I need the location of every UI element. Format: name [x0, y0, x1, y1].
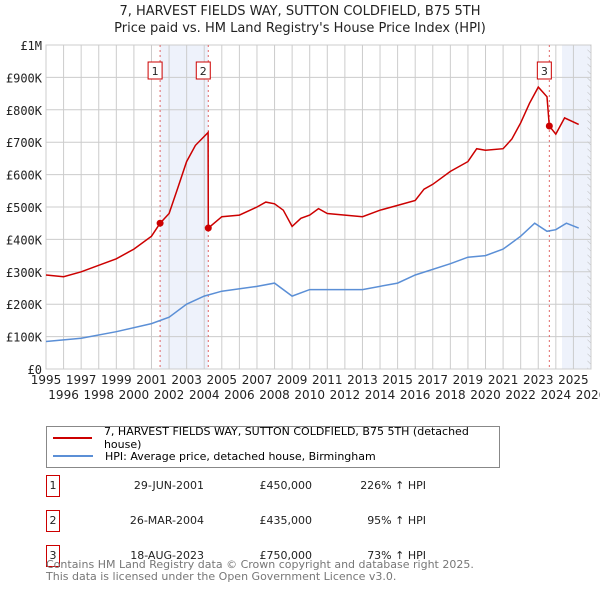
x-tick-label: 2022	[505, 388, 536, 402]
x-tick-label: 2017	[418, 373, 449, 387]
x-tick-label: 1996	[48, 388, 79, 402]
x-tick-label: 2007	[242, 373, 273, 387]
sale-date: 29-JUN-2001	[133, 479, 204, 492]
y-tick-label: £700K	[6, 136, 43, 150]
footer: Contains HM Land Registry data © Crown c…	[46, 559, 474, 583]
sale-label-box	[195, 61, 211, 80]
x-tick-label: 1998	[83, 388, 114, 402]
legend-swatch	[53, 437, 92, 439]
sale-label: 2	[200, 65, 207, 78]
x-tick-label: 2016	[400, 388, 431, 402]
x-tick-label: 2003	[171, 373, 202, 387]
x-tick-label: 2012	[330, 388, 361, 402]
x-tick-label: 2009	[277, 373, 308, 387]
sale-price: £450,000	[259, 479, 313, 492]
x-tick-label: 2004	[189, 388, 220, 402]
x-tick-label: 2002	[154, 388, 185, 402]
y-tick-label: £100K	[6, 331, 43, 345]
sale-number: 3	[46, 545, 60, 567]
x-tick-label: 2010	[294, 388, 325, 402]
legend-item-property: 7, HARVEST FIELDS WAY, SUTTON COLDFIELD,…	[53, 425, 499, 451]
sale-price: £435,000	[259, 514, 313, 527]
legend: 7, HARVEST FIELDS WAY, SUTTON COLDFIELD,…	[46, 425, 500, 468]
sale-point	[545, 122, 553, 130]
series-line	[45, 85, 580, 278]
sale-row: 3 18-AUG-2023 £750,000 73% ↑ HPI	[46, 545, 546, 567]
y-tick-label: £600K	[6, 169, 43, 183]
sale-number: 1	[46, 475, 60, 497]
x-tick-label: 2006	[224, 388, 255, 402]
x-tick-label: 1997	[66, 373, 97, 387]
sale-label-box	[536, 61, 552, 80]
sale-date: 26-MAR-2004	[129, 514, 204, 527]
y-tick-label: £800K	[6, 104, 43, 118]
x-tick-label: 2019	[453, 373, 484, 387]
x-tick-label: 2000	[119, 388, 150, 402]
sale-label: 3	[541, 65, 548, 78]
legend-label: 7, HARVEST FIELDS WAY, SUTTON COLDFIELD,…	[103, 425, 469, 451]
y-tick-label: £0	[28, 363, 42, 377]
x-tick-label: 2020	[470, 388, 501, 402]
legend-swatch	[53, 455, 93, 457]
legend-label: HPI: Average price, detached house, Birm…	[105, 449, 376, 463]
chart-plot: 1995199619971998199920002001200220032004…	[6, 39, 600, 402]
y-tick-label: £300K	[6, 266, 43, 280]
y-tick-label: £400K	[6, 233, 43, 247]
x-tick-label: 2005	[207, 373, 238, 387]
chart-title: 7, HARVEST FIELDS WAY, SUTTON COLDFIELD,…	[119, 4, 481, 19]
x-tick-label: 2015	[382, 373, 413, 387]
y-tick-label: £900K	[6, 71, 43, 85]
x-tick-label: 2001	[136, 373, 167, 387]
plot-frame	[45, 44, 592, 370]
x-tick-label: 2011	[312, 373, 343, 387]
sale-row: 1 29-JUN-2001 £450,000 226% ↑ HPI	[46, 475, 546, 497]
sale-price: £750,000	[259, 549, 313, 562]
sale-number: 2	[46, 510, 60, 532]
x-tick-label: 2018	[435, 388, 466, 402]
sale-row: 2 26-MAR-2004 £435,000 95% ↑ HPI	[46, 510, 546, 532]
legend-item-hpi: HPI: Average price, detached house, Birm…	[53, 448, 376, 464]
sale-label-box	[147, 61, 163, 80]
x-tick-label: 2014	[365, 388, 396, 402]
x-tick-label: 2013	[347, 373, 378, 387]
sale-hpi: 95% ↑ HPI	[367, 514, 426, 527]
series-line	[45, 222, 579, 343]
x-tick-label: 2025	[558, 373, 589, 387]
sale-hpi: 226% ↑ HPI	[360, 479, 426, 492]
y-tick-label: £1M	[20, 39, 42, 53]
sale-point	[204, 224, 212, 232]
y-tick-label: £500K	[6, 201, 43, 215]
x-tick-label: 2024	[541, 388, 572, 402]
x-tick-label: 2008	[259, 388, 290, 402]
sale-date: 18-AUG-2023	[130, 549, 204, 562]
x-tick-label: 2026	[576, 388, 600, 402]
sale-label: 1	[152, 65, 159, 78]
chart-subtitle: Price paid vs. HM Land Registry's House …	[114, 21, 486, 36]
x-tick-label: 1999	[101, 373, 132, 387]
footer-line: This data is licensed under the Open Gov…	[46, 570, 397, 583]
sale-hpi: 73% ↑ HPI	[367, 549, 426, 562]
footer-line: Contains HM Land Registry data © Crown c…	[46, 558, 474, 571]
x-tick-label: 1995	[31, 373, 62, 387]
sale-point	[156, 219, 164, 227]
x-tick-label: 2021	[488, 373, 519, 387]
y-tick-label: £200K	[6, 298, 43, 312]
x-tick-label: 2023	[523, 373, 554, 387]
